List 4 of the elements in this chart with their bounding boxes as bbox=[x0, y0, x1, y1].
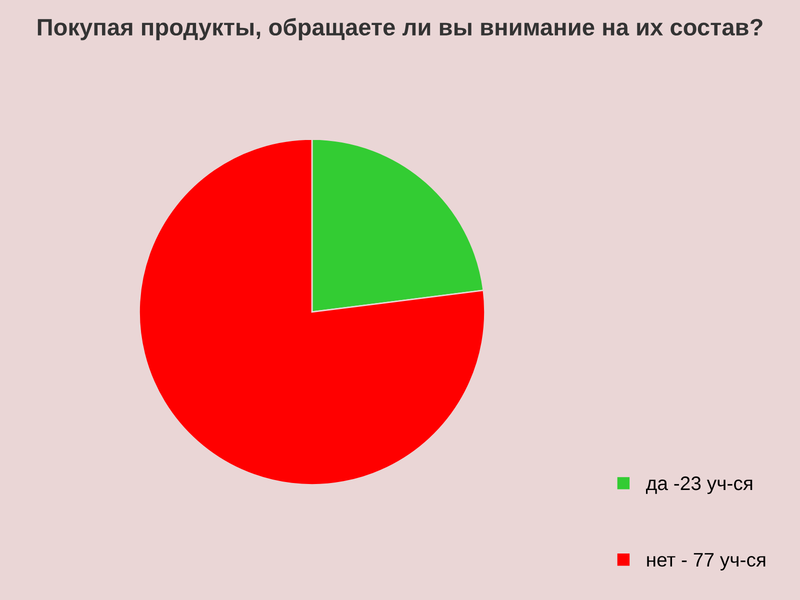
legend-label: да -23 уч-ся bbox=[646, 476, 752, 494]
pie-slice bbox=[138, 138, 486, 486]
legend-label: нет - 77 уч-ся bbox=[647, 553, 766, 570]
chart-title: Покупая продукты, обращаете ли вы внимание на их состав? bbox=[38, 18, 762, 40]
